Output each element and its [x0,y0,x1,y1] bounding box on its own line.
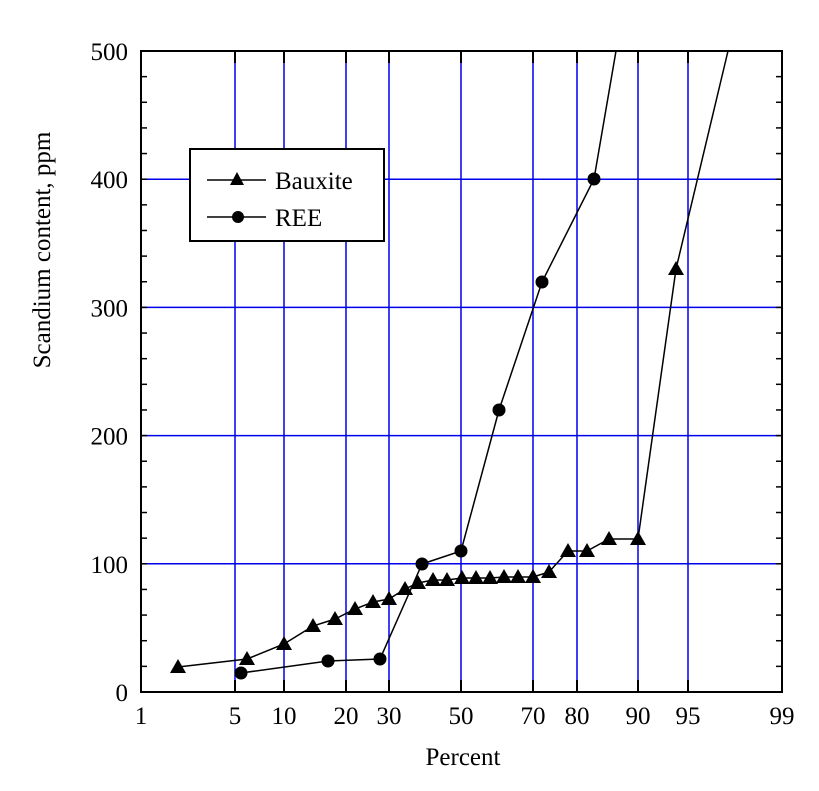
legend-item-bauxite: Bauxite [207,168,353,195]
triangle-marker-icon [439,572,455,586]
x-tick-labels: 1 5 10 20 30 50 70 80 90 95 99 [135,703,795,730]
triangle-marker-icon [541,564,557,578]
circle-marker-icon [587,172,601,186]
x-tick-label: 20 [334,703,359,730]
x-tick-label: 80 [565,703,590,730]
triangle-marker-icon [327,611,343,625]
triangle-marker-icon [496,569,512,583]
triangle-marker-icon [454,570,470,584]
triangle-marker-icon [305,618,321,632]
triangle-marker-icon [410,575,426,589]
y-tick-label: 300 [91,295,129,322]
y-tick-label: 200 [91,424,129,451]
y-tick-labels: 0 100 200 300 400 500 [91,39,129,707]
triangle-marker-icon [468,570,484,584]
circle-marker-icon [492,403,506,417]
triangle-marker-icon [560,543,576,557]
circle-marker-icon [321,654,335,668]
triangle-marker-icon [510,569,526,583]
data-series [170,50,729,680]
y-tick-label: 0 [116,680,129,707]
triangle-marker-icon [381,591,397,605]
triangle-marker-icon [579,543,595,557]
series-ree [234,50,617,680]
x-tick-label: 30 [377,703,402,730]
y-tick-label: 400 [91,167,129,194]
triangle-marker-icon [230,172,244,185]
triangle-marker-icon [170,659,186,673]
gridlines [141,51,782,692]
legend-item-ree: REE [207,205,322,232]
y-tick-label: 100 [91,552,129,579]
triangle-marker-icon [482,570,498,584]
triangle-marker-icon [347,601,363,615]
x-tick-label: 95 [676,703,701,730]
triangle-marker-icon [601,531,617,545]
circle-marker-icon [232,211,244,223]
x-tick-label: 99 [770,703,795,730]
triangle-marker-icon [239,651,255,665]
circle-marker-icon [373,652,387,666]
plot-frame [140,50,783,693]
legend: Bauxite REE [189,148,385,242]
triangle-marker-icon [276,636,292,650]
triangle-marker-icon [425,572,441,586]
y-axis-title: Scandium content, ppm [29,131,56,368]
series-bauxite [170,50,729,673]
x-tick-label: 10 [272,703,297,730]
x-tick-label: 1 [135,703,148,730]
circle-marker-icon [415,557,429,571]
triangle-marker-icon [668,261,684,275]
x-tick-label: 90 [626,703,651,730]
legend-label-ree: REE [275,205,322,232]
circle-marker-icon [454,544,468,558]
x-tick-label: 5 [229,703,242,730]
y-tick-label: 500 [91,39,129,66]
legend-box [189,148,385,242]
triangle-marker-icon [525,569,541,583]
triangle-marker-icon [630,531,646,545]
circle-marker-icon [535,275,549,289]
circle-marker-icon [234,666,248,680]
legend-label-bauxite: Bauxite [275,168,353,195]
triangle-marker-icon [397,581,413,595]
triangle-marker-icon [365,594,381,608]
x-axis-title: Percent [426,744,501,771]
x-tick-label: 50 [449,703,474,730]
x-tick-label: 70 [521,703,546,730]
